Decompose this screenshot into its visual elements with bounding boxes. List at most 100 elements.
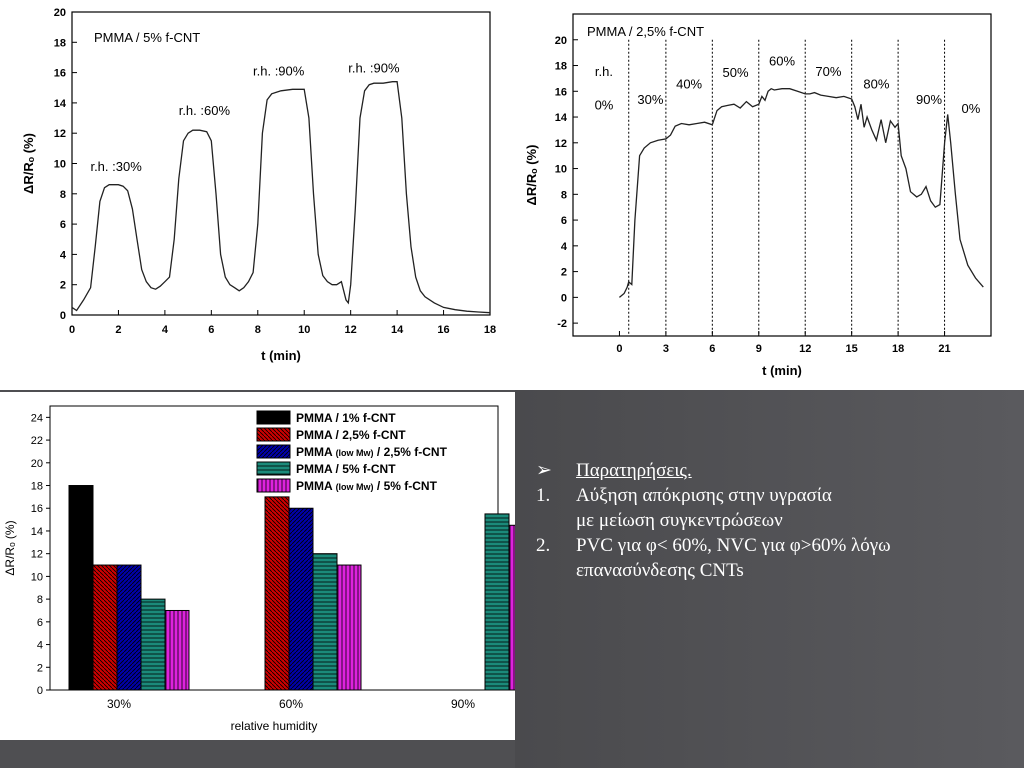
x-tick-label: 12 [799, 343, 811, 355]
y-tick-label: 14 [555, 112, 568, 124]
item-line: Αύξηση απόκρισης στην υγρασία [576, 485, 832, 506]
x-tick-label: 60% [279, 697, 303, 711]
legend-label: PMMA / 1% f-CNT [296, 411, 396, 425]
observations-heading: Παρατηρήσεις. [576, 460, 692, 481]
y-tick-label: 14 [31, 526, 43, 538]
x-tick-label: 15 [846, 343, 858, 355]
observation-item-1: 1. Αύξηση απόκρισης στην υγρασία με μείω… [536, 483, 1016, 533]
rh-annotation: 80% [863, 77, 889, 92]
rh-annotation: 60% [769, 54, 795, 69]
legend-label: PMMA / 5% f-CNT [296, 462, 396, 476]
peak-annotation: r.h. :30% [90, 159, 142, 174]
item-line: με μείωση συγκεντρώσεων [576, 510, 783, 531]
x-tick-label: 3 [663, 343, 669, 355]
y-tick-label: 8 [561, 189, 567, 201]
y-tick-label: 2 [60, 280, 66, 292]
legend-label: PMMA (low Mw) / 5% f-CNT [296, 479, 438, 493]
y-tick-label: 12 [54, 128, 66, 140]
x-tick-label: 0 [69, 324, 75, 336]
bar [140, 598, 166, 691]
x-tick-label: 6 [709, 343, 715, 355]
y-tick-label: 18 [31, 481, 43, 493]
x-tick-label: 10 [298, 324, 310, 336]
y-tick-label: 18 [54, 37, 66, 49]
plot-frame [572, 13, 992, 337]
y-tick-label: 14 [54, 98, 67, 110]
y-tick-label: 12 [555, 138, 567, 150]
x-tick-label: 14 [391, 324, 404, 336]
x-axis-label: relative humidity [231, 719, 318, 733]
y-tick-label: 0 [37, 685, 43, 697]
x-tick-label: 90% [451, 697, 475, 711]
observation-item-2: 2. PVC για φ< 60%, NVC για φ>60% λόγω επ… [536, 533, 1016, 583]
x-tick-label: 12 [345, 324, 357, 336]
peak-annotation: r.h. :90% [253, 64, 305, 79]
arrow-bullet-icon: ➢ [536, 460, 552, 481]
legend-label-main: PMMA [296, 479, 336, 493]
chart-panel-1: 0 2 4 6 8 10 12 14 16 18 0 2 4 6 8 10 12 14 16 18 20 t (min) Δ… [15, 0, 510, 388]
observations-list: ➢ Παρατηρήσεις. 1. Αύξηση απόκρισης στην… [536, 458, 1016, 583]
x-tick-label: 8 [255, 324, 261, 336]
x-tick-label: 0 [616, 343, 622, 355]
y-tick-label: 2 [37, 662, 43, 674]
rh-annotation: 70% [815, 64, 841, 79]
y-tick-label: 20 [54, 7, 66, 19]
x-axis-label: t (min) [762, 363, 802, 378]
observations-heading-row: ➢ Παρατηρήσεις. [536, 458, 1016, 483]
y-tick-label: 20 [31, 458, 43, 470]
x-tick-label: 21 [938, 343, 950, 355]
series-line [71, 81, 491, 314]
legend-swatch [256, 444, 291, 459]
legend-label-rest: / 2,5% f-CNT [374, 445, 448, 459]
y-axis-label: ΔR/Rₒ (%) [524, 145, 539, 206]
legend-swatch [256, 427, 291, 442]
y-axis-label: ΔR/Rₒ (%) [21, 133, 36, 194]
y-tick-label: 2 [561, 267, 567, 279]
x-tick-label: 9 [756, 343, 762, 355]
legend-label: PMMA (low Mw) / 2,5% f-CNT [296, 445, 448, 459]
bar [288, 507, 314, 691]
bar [312, 553, 338, 691]
x-axis-label: t (min) [261, 348, 301, 363]
bar [68, 485, 94, 691]
bar [116, 564, 142, 691]
y-tick-label: 0 [60, 310, 66, 322]
y-tick-label: 12 [31, 549, 43, 561]
x-tick-label: 30% [107, 697, 131, 711]
rh-annotation: 30% [637, 92, 663, 107]
item-line: PVC για φ< 60%, NVC για φ>60% λόγω [576, 535, 891, 556]
y-tick-label: 6 [37, 617, 43, 629]
legend-label: PMMA / 2,5% f-CNT [296, 428, 406, 442]
bar [508, 524, 515, 691]
y-tick-label: 16 [555, 86, 567, 98]
rh-annotation: 50% [723, 65, 749, 80]
chart-2: 0 3 6 9 12 15 18 21 -2 0 2 4 6 8 10 12 14 16 18 20 t (min) ΔR… [524, 13, 992, 378]
legend-label-small: (low Mw) [336, 448, 374, 458]
x-tick-label: 6 [208, 324, 214, 336]
y-tick-label: 18 [555, 61, 567, 73]
legend-label-small: (low Mw) [336, 482, 374, 492]
slide-background [515, 390, 1024, 768]
rh-annotation: r.h. [595, 64, 613, 79]
y-tick-label: 6 [60, 219, 66, 231]
x-tick-label: 18 [892, 343, 904, 355]
y-tick-label: 4 [561, 241, 568, 253]
chart-1: 0 2 4 6 8 10 12 14 16 18 0 2 4 6 8 10 12 14 16 18 20 t (min) Δ… [21, 7, 496, 363]
series-line [618, 87, 984, 298]
rh-annotation: 40% [676, 77, 702, 92]
rh-annotation: 0% [595, 97, 614, 112]
item-number: 2. [536, 535, 551, 556]
chart-annotation-title: PMMA / 2,5% f-CNT [587, 24, 704, 39]
y-tick-label: 4 [37, 640, 43, 652]
x-tick-label: 2 [115, 324, 121, 336]
y-tick-label: 16 [31, 503, 43, 515]
item-number: 1. [536, 485, 551, 506]
legend-label-main: PMMA [296, 445, 336, 459]
peak-annotation: r.h. :90% [348, 61, 400, 76]
y-tick-label: -2 [557, 318, 567, 330]
chart-panel-2: 0 3 6 9 12 15 18 21 -2 0 2 4 6 8 10 12 14 16 18 20 t (min) ΔR… [518, 0, 1018, 388]
y-axis-label: ΔR/Rₒ (%) [3, 520, 17, 575]
rh-annotation: 90% [916, 92, 942, 107]
x-tick-label: 16 [437, 324, 449, 336]
bar [264, 496, 290, 691]
